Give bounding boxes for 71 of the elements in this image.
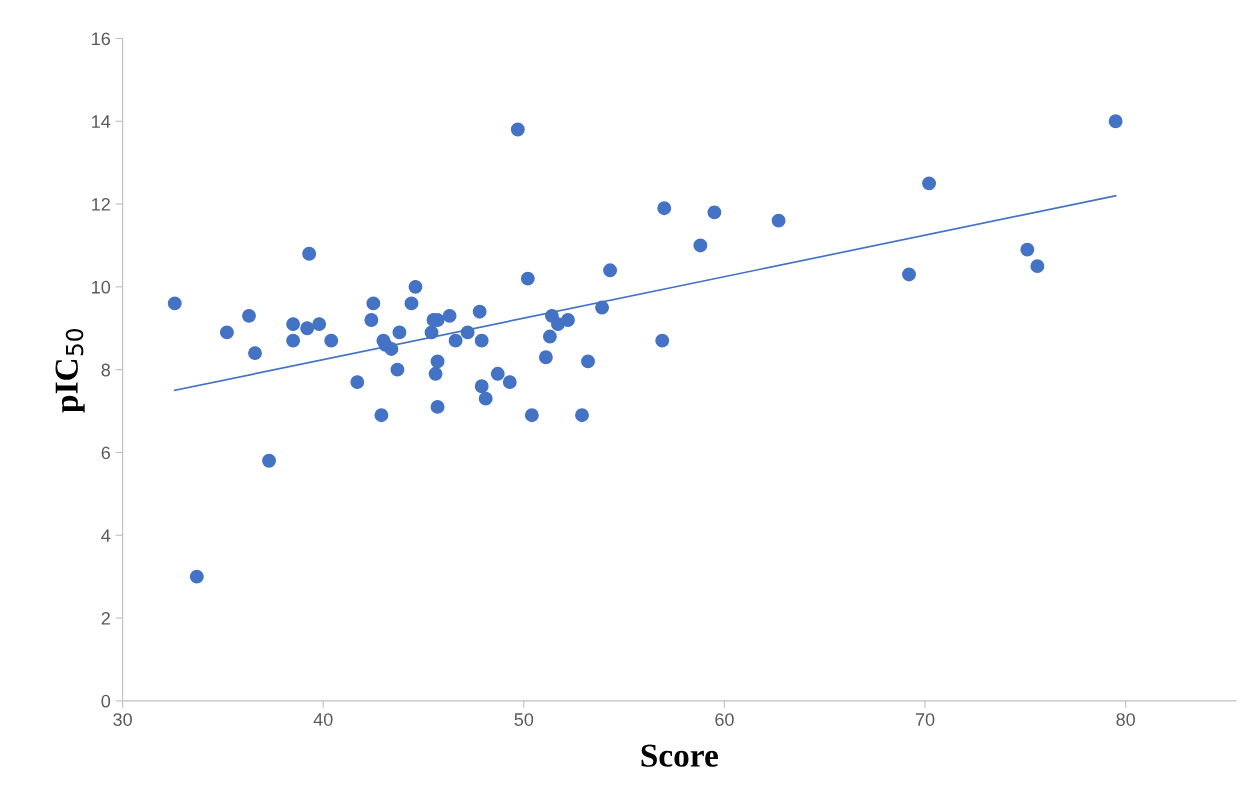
x-tick-label: 60 (715, 713, 734, 726)
x-tick-label: 30 (113, 713, 132, 726)
point (428, 366, 443, 381)
point (575, 408, 589, 423)
y-tick-label: 10 (92, 280, 111, 294)
point (384, 342, 399, 356)
point (771, 213, 786, 228)
point (657, 201, 672, 216)
point (474, 379, 489, 394)
point (460, 325, 475, 340)
point (312, 317, 327, 332)
point (189, 569, 204, 584)
point (472, 304, 487, 319)
point (538, 350, 553, 365)
y-tick-label: 12 (92, 197, 110, 211)
point (408, 279, 423, 294)
point (474, 333, 489, 348)
point (603, 263, 618, 278)
y-tick-label: 2 (101, 612, 110, 625)
point (902, 267, 916, 282)
point (520, 271, 535, 286)
point (442, 308, 457, 323)
point (248, 346, 262, 361)
point (595, 300, 610, 315)
point (502, 375, 517, 390)
point (364, 313, 379, 327)
y-tick-label: 16 (92, 32, 110, 46)
point (693, 238, 708, 253)
point (242, 308, 256, 323)
point (1030, 259, 1045, 274)
x-tick-label: 80 (1116, 713, 1135, 726)
point (374, 408, 389, 423)
point (404, 296, 419, 311)
point (1020, 242, 1035, 257)
x-tick-label: 50 (514, 713, 534, 726)
point (262, 453, 276, 468)
point (1108, 114, 1123, 129)
point (392, 325, 407, 340)
point (300, 321, 315, 336)
y-tick-label: 0 (101, 694, 111, 708)
point (581, 354, 595, 369)
point (922, 176, 936, 191)
x-axis-title: Score (641, 744, 718, 767)
point (324, 333, 339, 348)
point (286, 333, 301, 348)
point (430, 354, 445, 369)
point (350, 375, 365, 390)
point (448, 333, 463, 348)
point (707, 205, 722, 220)
point (302, 246, 317, 261)
point (390, 362, 405, 377)
point (524, 408, 539, 423)
y-tick-label: 8 (101, 363, 111, 377)
x-tick-label: 40 (313, 713, 333, 726)
point (366, 296, 381, 311)
point (542, 329, 557, 344)
point (286, 317, 301, 332)
point (561, 313, 575, 327)
point (510, 122, 525, 137)
x-tick-label: 70 (915, 713, 935, 726)
y-tick-label: 14 (92, 115, 111, 128)
point (424, 325, 439, 340)
y-tick-label: 4 (101, 529, 111, 542)
point (430, 399, 445, 414)
y-axis-title: pIC$_{50}$ (55, 328, 85, 413)
point (167, 296, 182, 311)
point (219, 325, 234, 340)
point (490, 366, 505, 381)
y-tick-label: 6 (101, 446, 110, 460)
point (655, 333, 670, 348)
point (478, 391, 493, 406)
